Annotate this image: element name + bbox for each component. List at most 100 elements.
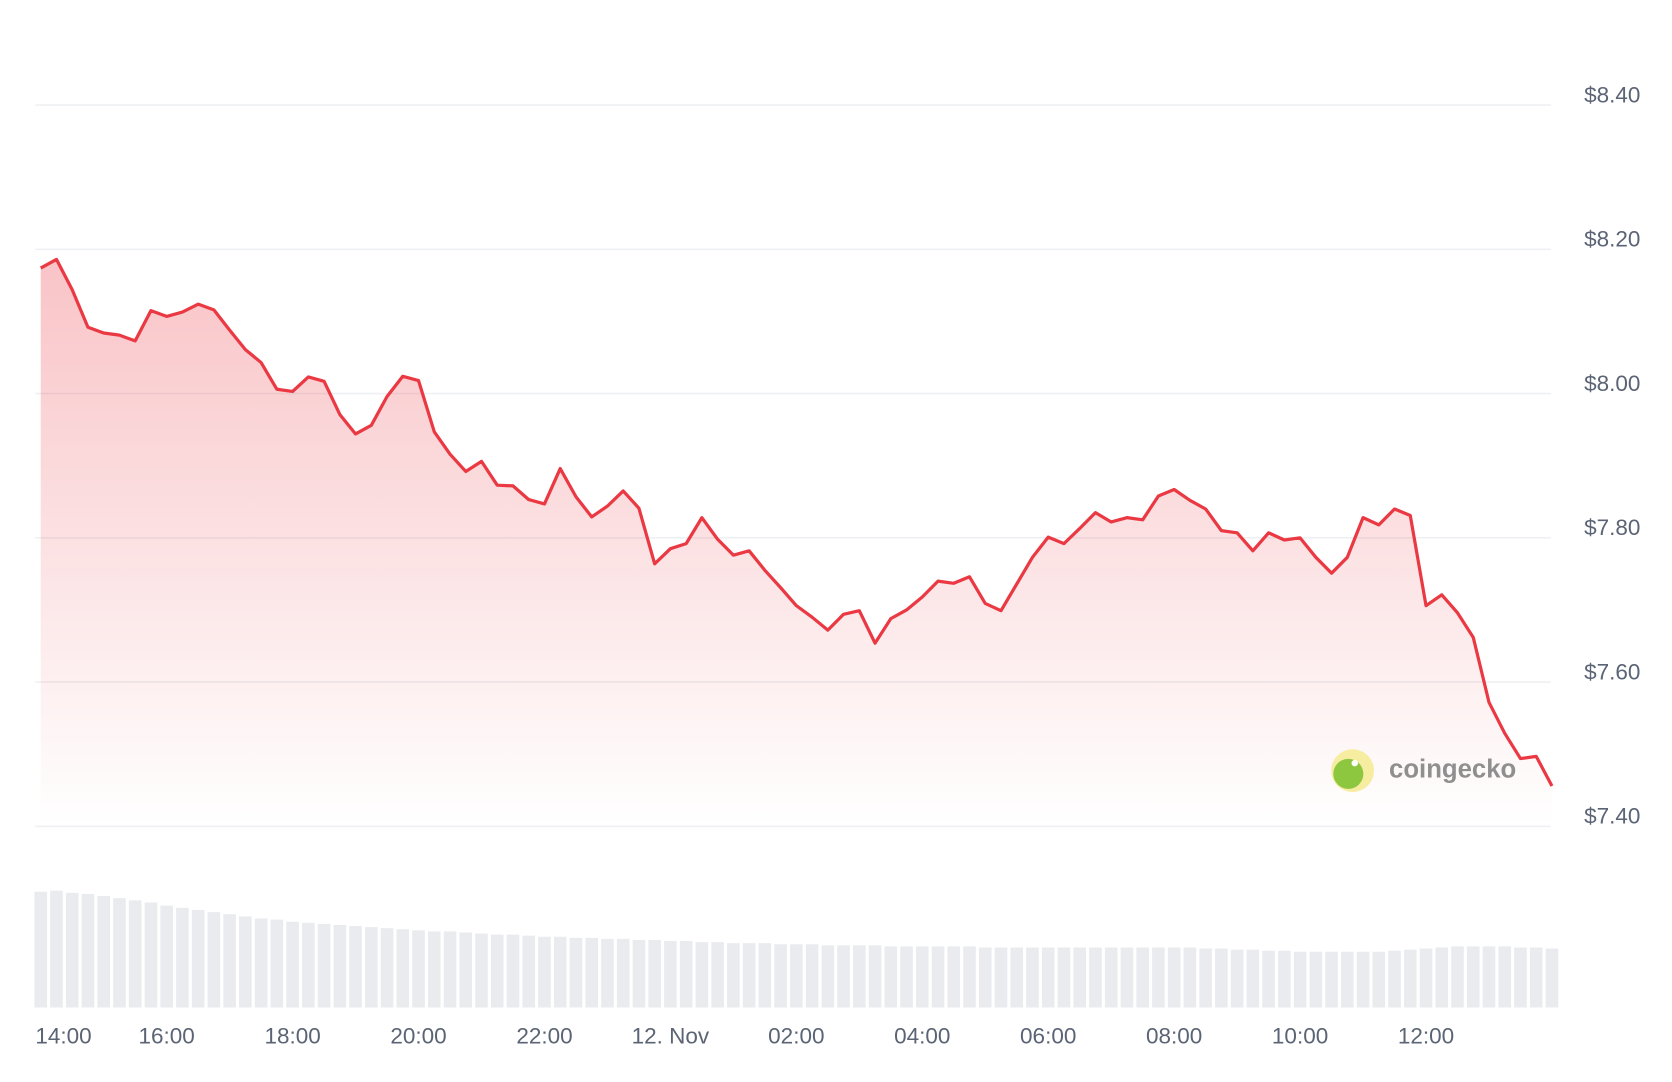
- labels: $7.40 $7.60 $7.80 $8.00 $8.20 $8.40 14:00 16:00…: [35, 82, 1640, 1048]
- volume-bar: [679, 941, 693, 1008]
- volume-bar: [538, 936, 551, 1008]
- volume-bar: [1136, 947, 1149, 1008]
- volume-bar: [790, 944, 803, 1008]
- volume-bar: [365, 927, 378, 1008]
- volume-bar: [1120, 947, 1134, 1008]
- volume-bar: [1545, 948, 1559, 1008]
- volume-bar: [333, 924, 347, 1008]
- volume-bar: [1089, 947, 1102, 1008]
- volume-bar: [1466, 946, 1480, 1008]
- volume-bar: [144, 902, 158, 1008]
- volume-bar: [176, 907, 189, 1008]
- volume-bar: [1183, 947, 1197, 1008]
- volume-bar: [1372, 951, 1386, 1008]
- volume-bar: [1152, 947, 1165, 1008]
- volume-bar: [664, 941, 677, 1008]
- volume-bar: [97, 896, 110, 1008]
- volume-bar: [223, 914, 236, 1008]
- volume-bar: [81, 893, 95, 1008]
- volume-bar: [286, 921, 299, 1008]
- x-tick-label: 10:00: [1272, 1023, 1328, 1048]
- volume-bar: [1482, 946, 1496, 1008]
- volume-bar: [1451, 946, 1464, 1008]
- volume-bar: [774, 944, 787, 1008]
- volume-bar: [632, 939, 646, 1008]
- volume-bar: [1356, 951, 1370, 1008]
- volume-bar: [459, 932, 473, 1008]
- volume-bar: [1230, 949, 1244, 1008]
- x-tick-label: 16:00: [139, 1023, 195, 1048]
- volume-bar: [1341, 951, 1354, 1008]
- volume-bar: [506, 934, 520, 1008]
- x-tick-label: 02:00: [768, 1023, 824, 1048]
- volume-bar: [569, 937, 583, 1008]
- watermark: coingecko: [1389, 755, 1516, 783]
- x-tick-label: 04:00: [894, 1023, 950, 1048]
- volume-bar: [160, 905, 173, 1008]
- volume-bar: [963, 946, 976, 1008]
- volume-bar: [207, 912, 221, 1008]
- volume-bar: [113, 898, 126, 1008]
- volume-bar: [475, 933, 488, 1008]
- volume-bar: [1293, 951, 1307, 1008]
- volume-bar: [1325, 951, 1338, 1008]
- volume-bar: [1026, 947, 1039, 1008]
- volume-bar: [522, 935, 536, 1008]
- x-tick-label: 06:00: [1020, 1023, 1076, 1048]
- x-tick-label: 12:00: [1398, 1023, 1454, 1048]
- volume-bar: [396, 929, 410, 1008]
- volume-bar: [1262, 950, 1275, 1008]
- volume-bar: [915, 946, 929, 1008]
- x-tick-label: 22:00: [516, 1023, 572, 1048]
- volume-bar: [837, 945, 850, 1008]
- volume-bar: [884, 946, 898, 1008]
- y-tick-label: $8.20: [1584, 227, 1640, 252]
- y-tick-label: $8.00: [1584, 371, 1640, 396]
- volume-bar: [1057, 947, 1071, 1008]
- volume: [34, 890, 1559, 1008]
- volume-bar: [695, 942, 709, 1008]
- x-tick-label: 18:00: [264, 1023, 320, 1048]
- volume-bar: [50, 890, 63, 1008]
- volume-bar: [1498, 946, 1512, 1008]
- volume-bar: [821, 945, 835, 1008]
- volume-bar: [1167, 947, 1181, 1008]
- volume-bar: [853, 945, 866, 1008]
- volume-bar: [1278, 950, 1291, 1008]
- volume-bar: [931, 946, 945, 1008]
- volume-bar: [1010, 947, 1024, 1008]
- volume-bar: [1309, 951, 1323, 1008]
- volume-bar: [1073, 947, 1086, 1008]
- volume-bar: [191, 909, 205, 1008]
- volume-bar: [742, 943, 756, 1008]
- volume-bar: [648, 939, 661, 1008]
- volume-bar: [34, 891, 48, 1008]
- x-tick-label: 08:00: [1146, 1023, 1202, 1048]
- volume-bar: [1199, 948, 1212, 1008]
- volume-bar: [239, 916, 252, 1008]
- volume-bar: [585, 937, 598, 1008]
- volume-bar: [490, 934, 504, 1008]
- volume-bar: [1514, 947, 1527, 1008]
- volume-bar: [947, 946, 961, 1008]
- volume-bar: [1419, 948, 1433, 1008]
- volume-bar: [1215, 948, 1228, 1008]
- x-tick-label: 14:00: [35, 1023, 91, 1048]
- y-tick-label: $7.60: [1584, 659, 1640, 684]
- volume-bar: [1403, 949, 1417, 1008]
- volume-bar: [1529, 947, 1543, 1008]
- volume-bar: [1435, 947, 1449, 1008]
- volume-bar: [65, 892, 79, 1008]
- volume-bar: [994, 947, 1008, 1008]
- volume-bar: [443, 931, 457, 1008]
- volume-bar: [427, 931, 441, 1008]
- volume-bar: [711, 942, 724, 1008]
- volume-bar: [601, 938, 614, 1008]
- x-tick-label: 20:00: [390, 1023, 446, 1048]
- volume-bar: [553, 936, 567, 1008]
- volume-bar: [727, 943, 740, 1008]
- volume-bar: [317, 923, 331, 1008]
- watermark-logo: [1331, 749, 1375, 793]
